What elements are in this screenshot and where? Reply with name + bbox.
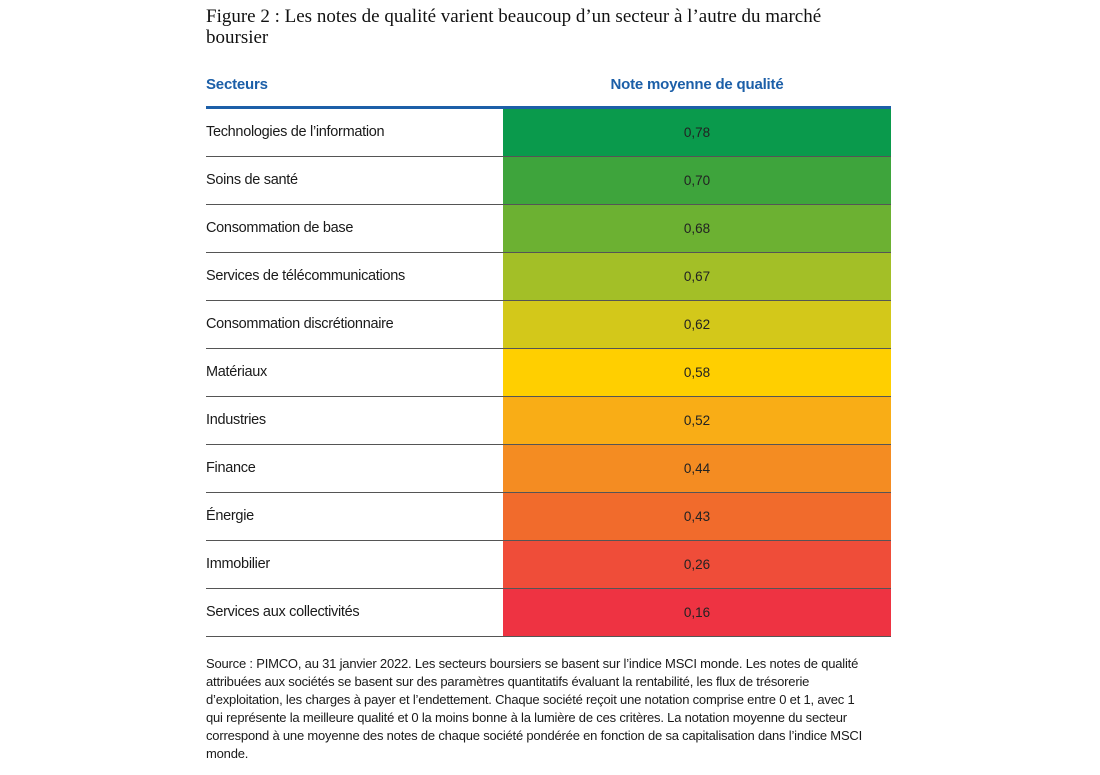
score-cell: 0,68 — [503, 205, 891, 252]
sector-label: Immobilier — [206, 556, 270, 572]
score-cell: 0,62 — [503, 301, 891, 348]
score-cell: 0,26 — [503, 541, 891, 588]
table-body: Technologies de l’information 0,78 Soins d… — [206, 109, 891, 637]
score-cell: 0,67 — [503, 253, 891, 300]
sector-label: Finance — [206, 460, 256, 476]
quality-score-table: Secteurs Note moyenne de qualité Technol… — [206, 72, 891, 637]
sector-column-header: Secteurs — [206, 76, 268, 93]
score-column-header: Note moyenne de qualité — [610, 76, 784, 93]
source-note: Source : PIMCO, au 31 janvier 2022. Les … — [206, 656, 863, 761]
sector-label: Consommation discrétionnaire — [206, 316, 394, 332]
score-cell: 0,16 — [503, 589, 891, 636]
table-row: Immobilier 0,26 — [206, 541, 891, 589]
sector-label: Technologies de l’information — [206, 124, 385, 140]
table-row: Matériaux 0,58 — [206, 349, 891, 397]
sector-label: Consommation de base — [206, 220, 354, 236]
sector-label: Industries — [206, 412, 266, 428]
score-cell: 0,44 — [503, 445, 891, 492]
table-row: Finance 0,44 — [206, 445, 891, 493]
score-cell: 0,70 — [503, 157, 891, 204]
sector-label: Énergie — [206, 508, 254, 524]
sector-label: Soins de santé — [206, 172, 298, 188]
sector-label: Matériaux — [206, 364, 267, 380]
table-row: Industries 0,52 — [206, 397, 891, 445]
table-row: Technologies de l’information 0,78 — [206, 109, 891, 157]
table-header: Secteurs Note moyenne de qualité — [206, 72, 891, 109]
table-row: Énergie 0,43 — [206, 493, 891, 541]
table-row: Consommation de base 0,68 — [206, 205, 891, 253]
table-row: Consommation discrétionnaire 0,62 — [206, 301, 891, 349]
chart-title: Figure 2 : Les notes de qualité varient … — [206, 6, 822, 48]
table-row: Soins de santé 0,70 — [206, 157, 891, 205]
table-row: Services aux collectivités 0,16 — [206, 589, 891, 637]
score-cell: 0,78 — [503, 109, 891, 156]
table-row: Services de télécommunications 0,67 — [206, 253, 891, 301]
score-cell: 0,52 — [503, 397, 891, 444]
sector-label: Services aux collectivités — [206, 604, 360, 620]
score-cell: 0,43 — [503, 493, 891, 540]
score-cell: 0,58 — [503, 349, 891, 396]
sector-label: Services de télécommunications — [206, 268, 405, 284]
